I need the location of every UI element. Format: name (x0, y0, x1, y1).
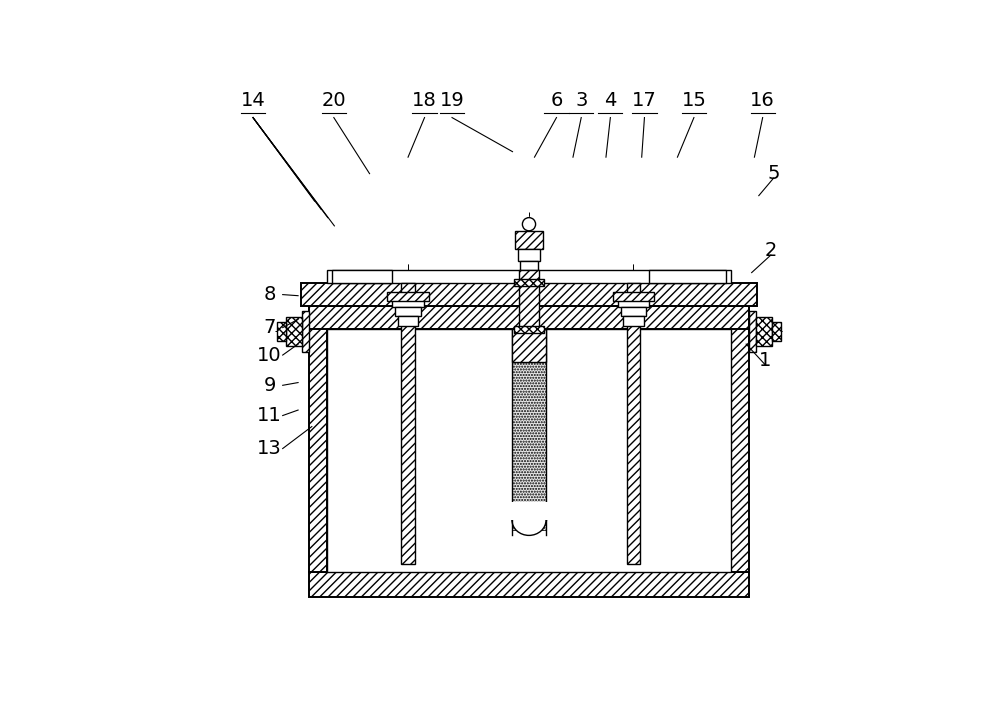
Bar (512, 328, 546, 362)
Bar (649, 271, 726, 283)
Bar (286, 317, 302, 346)
Bar (327, 328, 731, 572)
Bar (731, 306, 749, 572)
Bar (627, 283, 640, 564)
Bar (309, 306, 327, 572)
Bar (756, 317, 772, 346)
Text: 3: 3 (575, 91, 587, 111)
Bar (392, 299, 424, 307)
Bar (401, 283, 415, 564)
Ellipse shape (522, 218, 536, 231)
Bar (514, 278, 544, 286)
Text: 8: 8 (263, 285, 276, 304)
Text: 13: 13 (257, 439, 282, 458)
Text: 14: 14 (241, 91, 265, 111)
Text: 7: 7 (263, 318, 276, 337)
Bar (277, 322, 286, 341)
Bar (618, 299, 649, 307)
Bar (623, 316, 644, 326)
Text: 11: 11 (257, 406, 282, 425)
Bar (332, 271, 392, 283)
Bar (772, 322, 781, 341)
Bar (613, 293, 654, 301)
Bar (309, 572, 749, 597)
Text: 4: 4 (604, 91, 617, 111)
Bar (395, 307, 421, 316)
Bar (518, 248, 540, 261)
Bar (749, 311, 756, 352)
Text: 16: 16 (750, 91, 775, 111)
Bar (309, 306, 749, 328)
Bar (302, 311, 309, 352)
Bar (520, 261, 538, 271)
Text: 1: 1 (759, 351, 772, 370)
Text: 10: 10 (257, 346, 282, 365)
Text: 2: 2 (765, 241, 777, 260)
Text: 6: 6 (550, 91, 563, 111)
Bar (519, 271, 539, 328)
Bar (509, 502, 549, 520)
Text: 17: 17 (632, 91, 657, 111)
Text: 18: 18 (412, 91, 437, 111)
Bar (301, 283, 757, 306)
Bar (398, 316, 418, 326)
Text: 5: 5 (767, 164, 780, 183)
Bar (515, 231, 543, 248)
Bar (387, 293, 429, 301)
Ellipse shape (512, 505, 546, 536)
Bar (514, 326, 544, 333)
Bar (327, 271, 731, 283)
Text: 19: 19 (440, 91, 464, 111)
Text: 20: 20 (322, 91, 346, 111)
Bar (512, 362, 546, 530)
Text: 9: 9 (263, 376, 276, 395)
Text: 15: 15 (681, 91, 706, 111)
Bar (621, 307, 646, 316)
